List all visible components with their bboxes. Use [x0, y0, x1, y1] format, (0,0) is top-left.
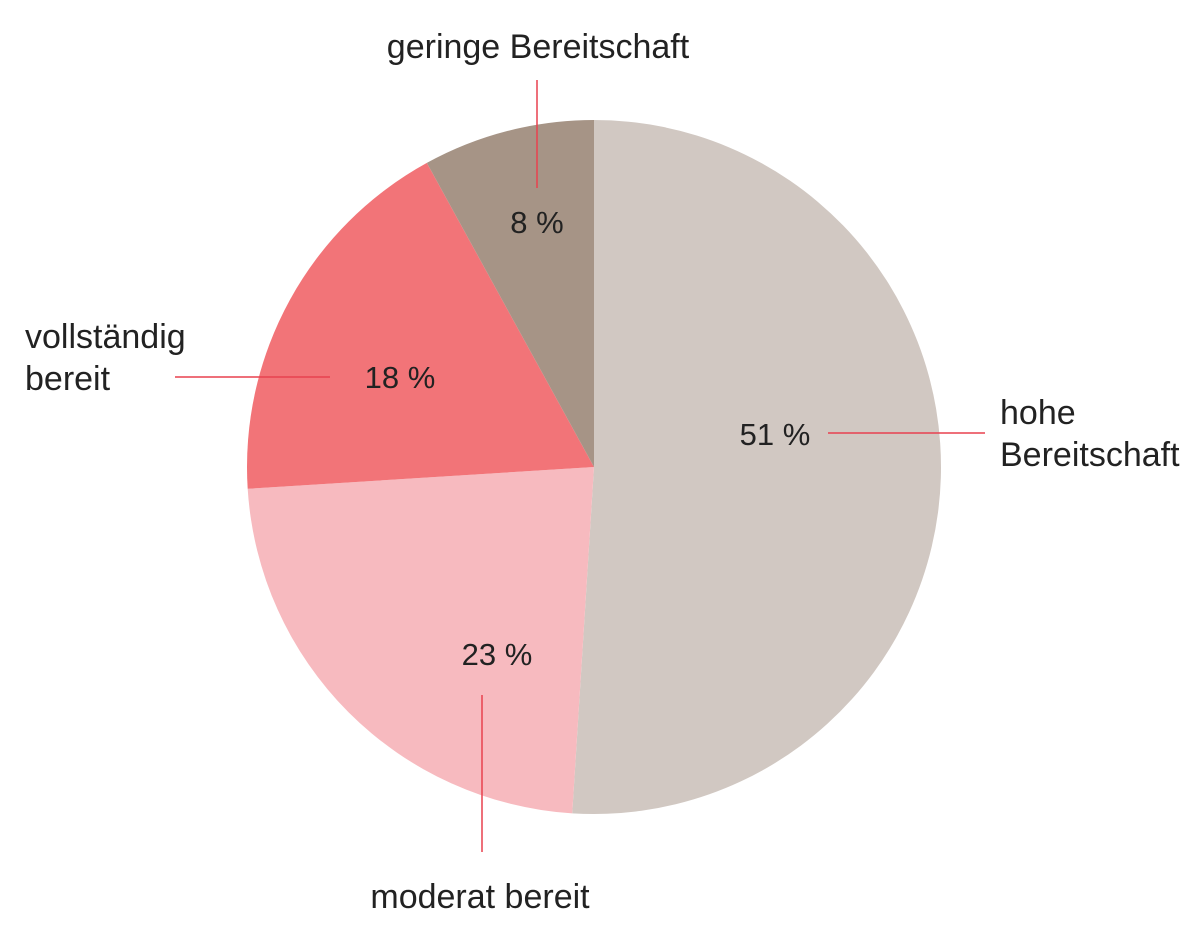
pie-slice [572, 120, 942, 815]
category-label: geringe Bereitschaft [386, 28, 690, 66]
value-label: 8 % [510, 205, 563, 240]
value-label: 51 % [740, 417, 811, 452]
pie-slice [426, 120, 594, 467]
pie-slice [247, 467, 594, 814]
value-label: 23 % [462, 637, 533, 672]
value-label: 18 % [365, 360, 436, 395]
category-label: moderat bereit [370, 878, 590, 916]
category-label: vollständig bereit [25, 318, 186, 398]
category-label: hohe Bereitschaft [1000, 394, 1180, 474]
pie-slice [246, 162, 594, 489]
